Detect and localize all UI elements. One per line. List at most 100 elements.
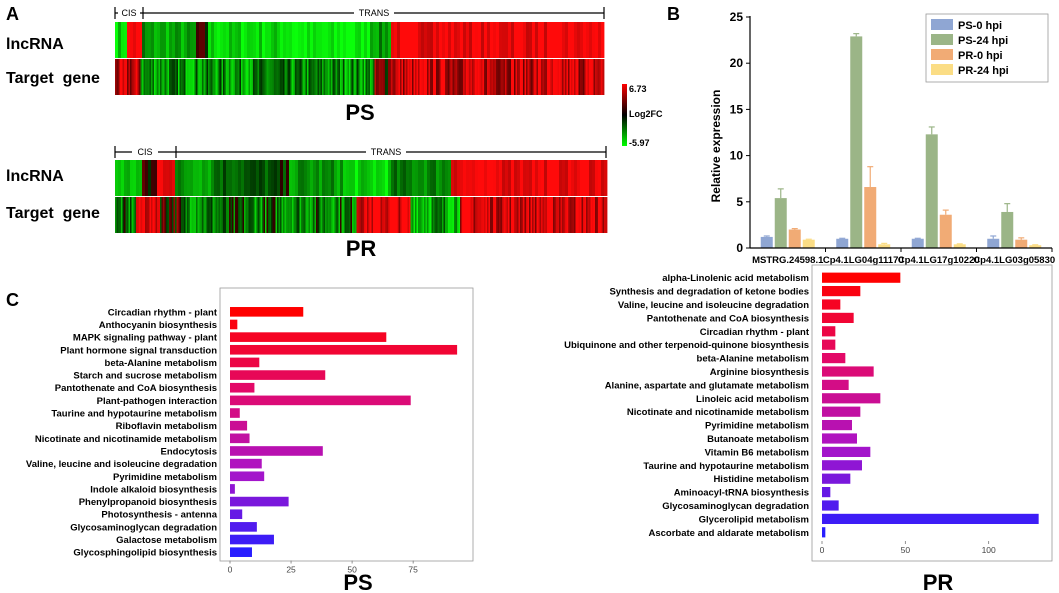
heatmap-cell — [322, 197, 324, 233]
b-ylabel: Relative expression — [709, 90, 723, 203]
heatmap-cell — [433, 59, 435, 95]
heatmap-cell — [472, 160, 476, 196]
heatmap-cell — [355, 160, 359, 196]
heatmap-cell — [461, 59, 464, 95]
heatmap-cell — [562, 160, 566, 196]
b-y-axis: 0 5 10 15 20 25 — [730, 10, 750, 255]
heatmap-cell — [178, 22, 182, 58]
heatmap-cell — [382, 160, 386, 196]
heatmap-cell — [491, 197, 494, 233]
heatmap-cell — [152, 59, 155, 95]
heatmap-cell — [179, 197, 182, 233]
heatmap-cell — [185, 59, 188, 95]
heatmap-cell — [203, 197, 206, 233]
heatmap-cell — [134, 197, 137, 233]
b-errorbar — [881, 242, 888, 245]
pr-cis-label: CIS — [137, 147, 152, 157]
heatmap-cell — [124, 160, 128, 196]
heatmap-cell — [197, 59, 200, 95]
heatmap-cell — [602, 59, 605, 95]
heatmap-cell — [559, 197, 561, 233]
heatmap-cell — [373, 197, 375, 233]
heatmap-cell — [538, 22, 542, 58]
heatmap-cell — [487, 59, 489, 95]
heatmap-cell — [158, 59, 161, 95]
heatmap-cell — [323, 197, 326, 233]
heatmap-cell — [116, 197, 119, 233]
heatmap-cell — [128, 197, 131, 233]
heatmap-cell — [337, 160, 341, 196]
heatmap-cell — [475, 160, 479, 196]
heatmap-cell — [547, 22, 551, 58]
heatmap-cell — [367, 197, 369, 233]
c-bar — [822, 286, 861, 297]
c-xtick-label: 50 — [901, 545, 911, 555]
heatmap-cell — [542, 59, 545, 95]
heatmap-cell — [437, 197, 440, 233]
heatmap-cell — [355, 197, 357, 233]
heatmap-cell — [568, 59, 570, 95]
heatmap-cell — [145, 59, 147, 95]
c-bar — [230, 534, 274, 545]
heatmap-cell — [289, 22, 293, 58]
heatmap-cell — [584, 197, 587, 233]
heatmap-cell — [539, 197, 542, 233]
heatmap-cell — [569, 59, 572, 95]
b-bar — [788, 229, 801, 248]
heatmap-cell — [182, 59, 185, 95]
heatmap-cell — [142, 160, 146, 196]
heatmap-cell — [308, 59, 311, 95]
b-ytick-label: 25 — [730, 10, 744, 24]
heatmap-cell — [560, 197, 563, 233]
heatmap-cell — [169, 59, 171, 95]
heatmap-cell — [463, 160, 467, 196]
heatmap-cell — [154, 160, 158, 196]
heatmap-cell — [437, 59, 440, 95]
b-xtick-label: Cp4.1LG04g11170 — [823, 255, 904, 266]
heatmap-cell — [593, 59, 596, 95]
heatmap-cell — [154, 59, 156, 95]
heatmap-cell — [161, 59, 164, 95]
b-bar — [836, 238, 849, 248]
heatmap-cell — [305, 197, 308, 233]
colorbar-label: Log2FC — [629, 109, 663, 119]
heatmap-cell — [538, 197, 540, 233]
heatmap-cell — [283, 197, 285, 233]
heatmap-cell — [214, 22, 218, 58]
heatmap-cell — [260, 59, 263, 95]
heatmap-cell — [217, 22, 221, 58]
heatmap-cell — [389, 59, 392, 95]
heatmap-cell — [211, 197, 213, 233]
heatmap-cell — [125, 59, 128, 95]
heatmap-cell — [167, 197, 170, 233]
heatmap-cell — [170, 197, 173, 233]
heatmap-cell — [460, 59, 462, 95]
heatmap-cell — [331, 197, 333, 233]
heatmap-cell — [388, 197, 390, 233]
heatmap-cell — [295, 197, 297, 233]
heatmap-cell — [385, 160, 389, 196]
heatmap-cell — [289, 160, 293, 196]
c-bar — [230, 471, 265, 482]
heatmap-cell — [391, 197, 393, 233]
heatmap-cell — [526, 59, 528, 95]
heatmap-cell — [164, 197, 167, 233]
heatmap-cell — [244, 160, 248, 196]
heatmap-cell — [436, 197, 438, 233]
heatmap-cell — [229, 197, 231, 233]
heatmap-cell — [542, 197, 545, 233]
heatmap-cell — [286, 59, 288, 95]
heatmap-cell — [293, 197, 296, 233]
heatmap-cell — [119, 197, 122, 233]
b-errorbar — [990, 235, 997, 239]
heatmap-cell — [412, 160, 416, 196]
heatmap-cell — [190, 197, 192, 233]
heatmap-cell — [545, 197, 548, 233]
heatmap-cell — [229, 59, 231, 95]
heatmap-cell — [248, 59, 251, 95]
heatmap-cell — [205, 59, 207, 95]
heatmap-cell — [311, 197, 314, 233]
heatmap-cell — [524, 59, 527, 95]
heatmap-cell — [454, 160, 458, 196]
heatmap-cell — [250, 59, 252, 95]
